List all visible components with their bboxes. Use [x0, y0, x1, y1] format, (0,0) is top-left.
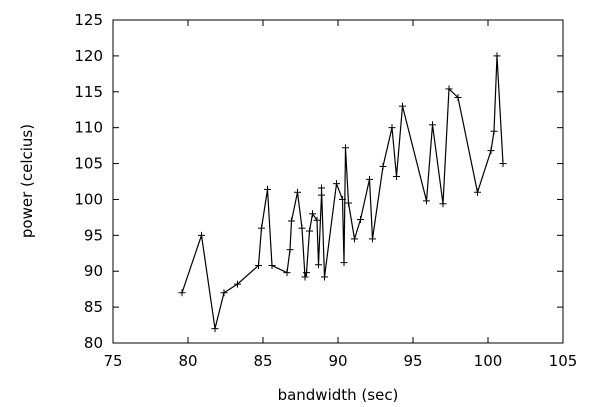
- x-tick-label: 90: [328, 352, 347, 370]
- y-tick-label: 105: [74, 155, 103, 173]
- data-point: [399, 102, 406, 110]
- data-point: [429, 121, 436, 129]
- data-point: [309, 210, 316, 218]
- y-tick-label: 115: [74, 83, 103, 101]
- x-tick-label: 95: [403, 352, 422, 370]
- data-point: [318, 191, 325, 199]
- data-point: [288, 217, 295, 225]
- data-point: [198, 231, 205, 239]
- data-point: [321, 273, 328, 281]
- data-point: [357, 216, 364, 224]
- data-point: [264, 185, 271, 193]
- y-axis-title: power (celcius): [18, 124, 36, 238]
- data-point: [423, 197, 430, 205]
- data-point: [313, 216, 321, 224]
- y-tick-label: 80: [84, 334, 103, 352]
- x-tick-label: 75: [103, 352, 122, 370]
- x-tick-label: 105: [549, 352, 578, 370]
- data-point: [345, 199, 352, 207]
- data-point: [268, 261, 276, 269]
- data-point: [393, 172, 400, 180]
- y-tick-label: 85: [84, 298, 103, 316]
- y-tick-label: 90: [84, 262, 103, 280]
- y-tick-label: 95: [84, 226, 103, 244]
- x-tick-label: 100: [474, 352, 503, 370]
- data-point: [255, 261, 262, 269]
- data-point: [351, 235, 358, 243]
- data-point: [445, 85, 453, 93]
- data-point: [379, 162, 387, 170]
- tick-labels: 75 80 85 90 95 100 105808590951001051101151201…: [74, 11, 577, 370]
- x-axis-title: bandwidth (sec): [278, 386, 399, 404]
- data-point: [342, 144, 349, 152]
- data-point: [286, 246, 294, 254]
- data-point: [303, 269, 310, 277]
- series-line: [181, 55, 504, 329]
- data-point: [234, 280, 241, 288]
- y-tick-label: 125: [74, 11, 103, 29]
- data-point: [333, 180, 340, 188]
- data-point: [493, 52, 501, 60]
- data-point: [499, 160, 507, 168]
- y-tick-label: 100: [74, 190, 103, 208]
- data-point: [388, 124, 396, 132]
- data-point: [318, 184, 325, 192]
- data-point: [366, 175, 373, 183]
- data-point: [474, 188, 481, 196]
- data-point: [283, 269, 291, 277]
- y-tick-label: 120: [74, 47, 103, 65]
- y-tick-label: 110: [74, 119, 103, 137]
- data-point: [369, 235, 376, 243]
- data-point: [220, 289, 228, 297]
- data-point: [339, 195, 346, 203]
- x-tick-label: 80: [178, 352, 197, 370]
- x-tick-label: 85: [253, 352, 272, 370]
- data-point: [211, 325, 219, 333]
- series-layer: [178, 52, 507, 333]
- data-point: [454, 94, 462, 102]
- data-point: [294, 188, 301, 196]
- data-point: [306, 227, 313, 235]
- data-point: [340, 259, 348, 267]
- plot-frame: [112, 19, 564, 344]
- data-point: [301, 273, 309, 281]
- data-point: [439, 200, 447, 208]
- data-point: [298, 224, 306, 232]
- data-point: [490, 127, 498, 135]
- data-point: [487, 147, 495, 155]
- data-point: [315, 261, 322, 269]
- data-point: [258, 224, 265, 232]
- axis-ticks: [112, 19, 564, 344]
- data-point: [178, 289, 186, 297]
